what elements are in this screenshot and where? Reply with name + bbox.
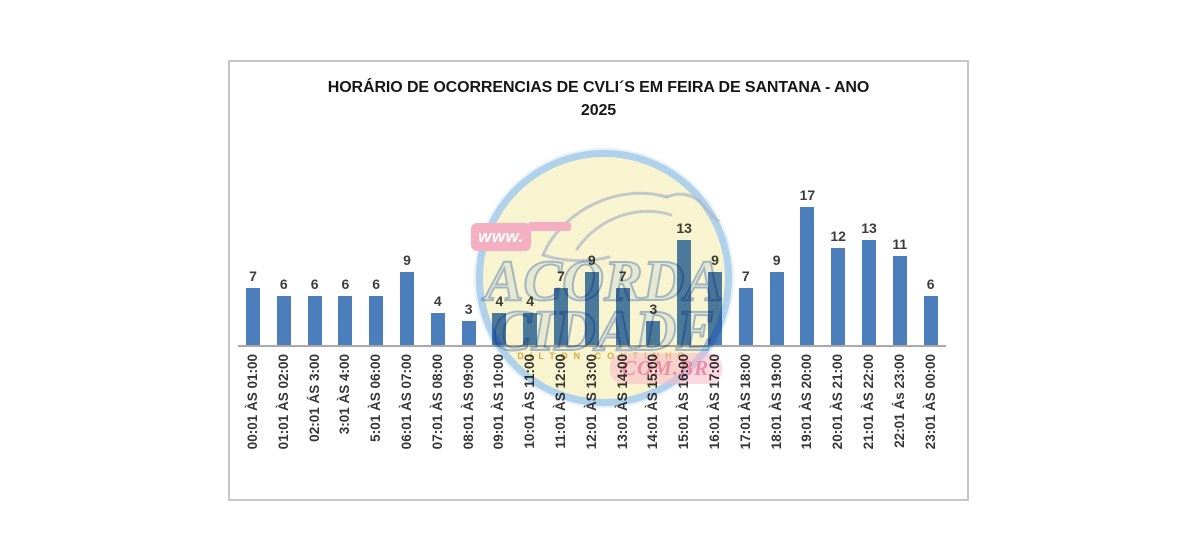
bar-value-label: 12 (830, 228, 846, 244)
bar-value-label: 6 (341, 276, 350, 292)
bar-value-label: 3 (649, 301, 658, 317)
bar-value-label: 17 (799, 187, 816, 203)
bar-value-label: 3 (464, 301, 473, 317)
bar-value-label: 6 (279, 276, 288, 292)
bar (461, 321, 476, 345)
x-axis-line (238, 345, 946, 347)
bar (708, 272, 722, 345)
x-tick-label: 23:01 ÀS 00:00 (922, 354, 938, 450)
bar-value-label: 6 (372, 276, 381, 292)
x-tick-label: 17:01 ÀS 18:00 (737, 354, 753, 450)
bar-value-label: 9 (772, 252, 781, 268)
bar-value-label: 7 (618, 268, 627, 284)
bar-chart-plot-area: 7 00:01 ÀS 01:00 6 01:01 ÀS 02:00 6 02:01 ÁS … (230, 62, 967, 499)
bar-value-label: 13 (861, 220, 877, 236)
bar (307, 296, 322, 345)
bar (523, 313, 538, 345)
bar-value-label: 11 (892, 236, 908, 252)
bar (338, 296, 353, 345)
x-tick-label: 19:01 ÀS 20:00 (799, 354, 815, 450)
bar (892, 256, 907, 345)
chart-title: HORÁRIO DE OCORRENCIAS DE CVLI´S EM FEIR… (327, 79, 870, 120)
bar (800, 207, 815, 345)
bar-value-label: 7 (249, 268, 257, 284)
x-tick-label: 14:01 ÀS 15:00 (645, 354, 661, 450)
bar-value-label: 4 (433, 293, 442, 309)
x-tick-label: 06:01 ÀS 07:00 (399, 354, 414, 450)
x-tick-label: 21:01 ÀS 22:00 (861, 354, 876, 450)
x-tick-label: 16:01 ÀS 17:00 (707, 354, 722, 450)
bar (400, 272, 414, 345)
x-tick-label: 10:01 ÀS 11:00 (522, 354, 538, 449)
x-tick-label: 3:01 ÀS 4:00 (337, 354, 353, 435)
bar (492, 313, 507, 345)
chart-frame: HORÁRIO DE OCORRENCIAS DE CVLI´S EM FEIR… (228, 60, 969, 501)
x-tick-label: 09:01 ÀS 10:00 (491, 354, 507, 450)
bar (738, 288, 753, 345)
x-tick-label: 11:01 ÀS 12:00 (553, 354, 568, 449)
x-tick-label: 20:01 ÀS 21:00 (830, 354, 846, 450)
x-tick-label: 01:01 ÀS 02:00 (275, 354, 291, 450)
bar (831, 248, 846, 345)
bar-value-label: 9 (711, 252, 719, 268)
x-tick-label: 12:01 ÀS 13:00 (583, 354, 599, 450)
bar-value-label: 4 (495, 293, 504, 309)
bar-value-label: 13 (676, 220, 692, 236)
bar (646, 321, 661, 345)
x-tick-label: 07:01 ÀS 08:00 (429, 354, 445, 450)
bar (276, 296, 291, 345)
x-tick-label: 15:01 ÀS 16:00 (676, 354, 692, 450)
bar (677, 240, 692, 345)
bar (554, 288, 568, 345)
x-tick-label: 02:01 ÁS 3:00 (306, 354, 322, 442)
bar-value-label: 7 (741, 268, 750, 284)
bar-value-label: 9 (587, 252, 596, 268)
bar-value-label: 6 (310, 276, 319, 292)
bar (862, 240, 876, 345)
x-tick-label: 08:01 ÀS 09:00 (460, 354, 476, 450)
x-tick-label: 22:01 Ás 23:00 (891, 354, 907, 448)
bar-value-label: 9 (403, 252, 411, 268)
x-tick-label: 5:01 ÀS 06:00 (368, 354, 384, 442)
x-tick-label: 00:01 ÀS 01:00 (245, 354, 260, 450)
bar (615, 288, 630, 345)
x-tick-label: 13:01 ÀS 14:00 (614, 354, 630, 450)
bar-value-label: 7 (557, 268, 565, 284)
x-tick-label: 18:01 ÀS 19:00 (768, 354, 784, 450)
bar-value-label: 4 (526, 293, 535, 309)
bar-value-label: 6 (926, 276, 935, 292)
bar (369, 296, 384, 345)
bar (584, 272, 599, 345)
bar (430, 313, 445, 345)
bar (769, 272, 784, 345)
bar (923, 296, 938, 345)
bar (246, 288, 260, 345)
